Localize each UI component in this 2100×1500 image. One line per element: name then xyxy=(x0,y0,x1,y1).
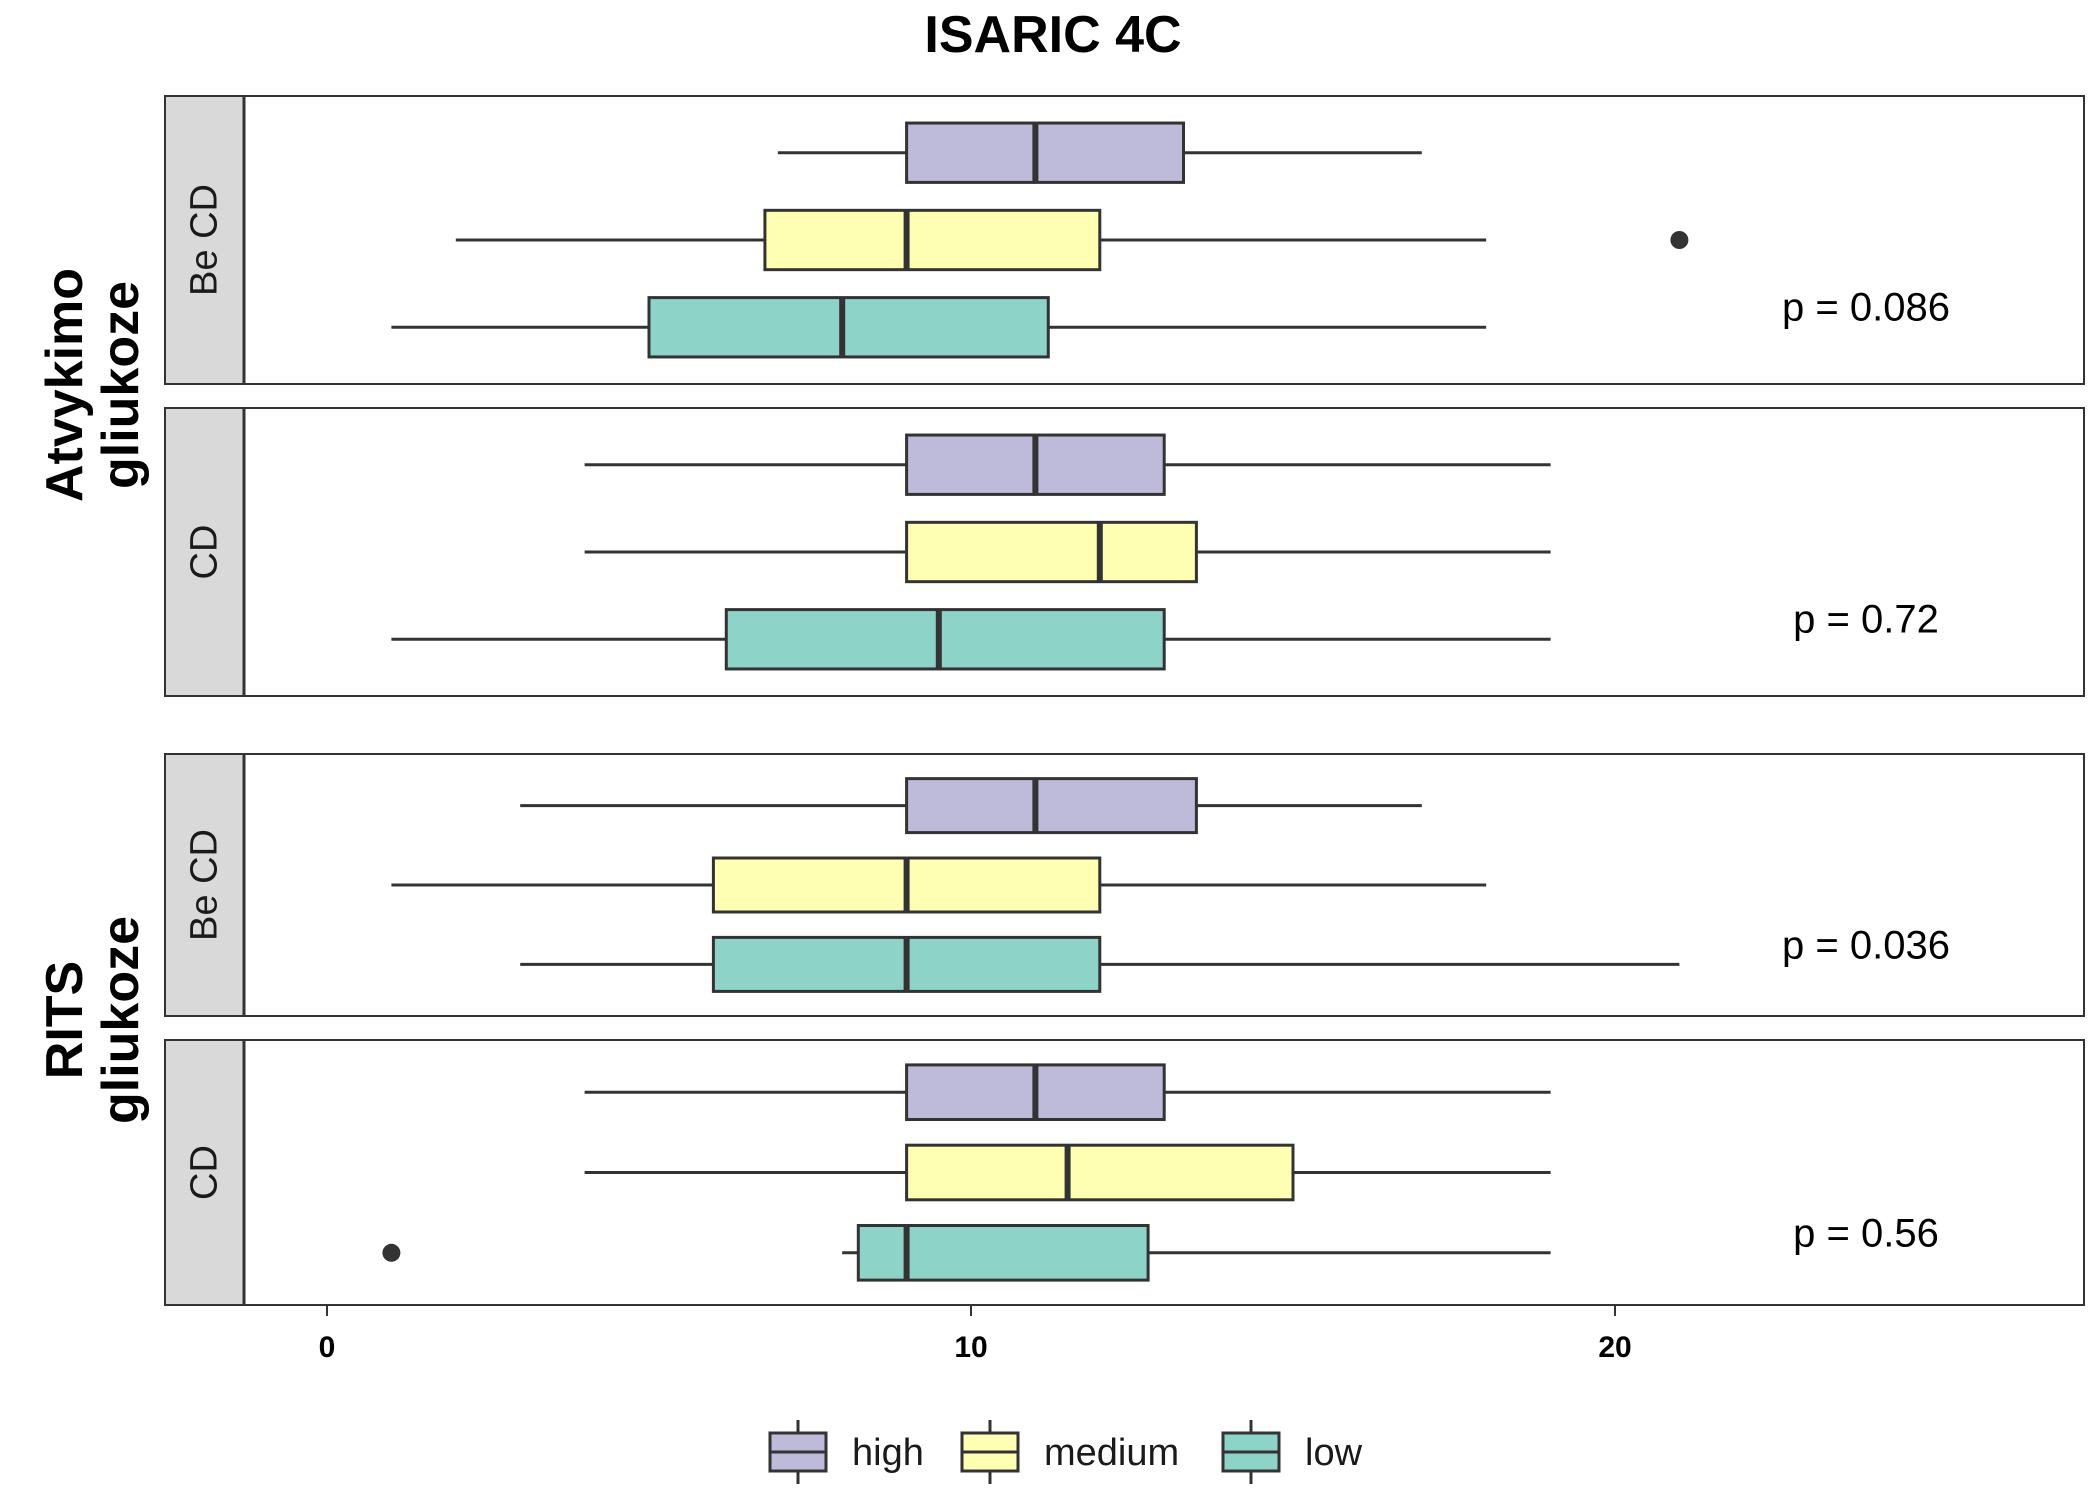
strip-background xyxy=(165,96,244,384)
x-axis: 0 10 20 xyxy=(319,1305,1632,1364)
chart-title: ISARIC 4C xyxy=(924,6,1181,64)
p-value-label: p = 0.72 xyxy=(1793,598,1939,642)
strip-label: Be CD xyxy=(184,184,226,296)
box-medium xyxy=(584,1143,1551,1202)
strip-label: CD xyxy=(184,525,226,580)
box-high xyxy=(584,433,1551,496)
box-body xyxy=(763,208,1102,272)
facet-panel: Be CD p = 0.036 xyxy=(164,753,2085,1017)
p-value-label: p = 0.036 xyxy=(1782,923,1950,967)
box-body xyxy=(724,608,1166,671)
box-low xyxy=(391,296,1487,359)
legend: high medium low xyxy=(768,1420,1363,1484)
strip-label: Be CD xyxy=(184,829,226,941)
box-high xyxy=(520,777,1422,835)
legend-item-low: low xyxy=(1221,1420,1363,1484)
box-low xyxy=(382,1224,1551,1282)
box-body xyxy=(647,296,1050,359)
group-label-line: Atvykimo xyxy=(36,268,94,502)
group-label-line: gliukoze xyxy=(92,281,150,489)
box-low xyxy=(520,935,1680,993)
facet-panel: Be CD p = 0.086 xyxy=(164,95,2085,385)
x-tick-label: 10 xyxy=(954,1331,987,1364)
strip-label: CD xyxy=(184,1145,226,1200)
box-body xyxy=(856,1224,1150,1282)
outlier-point xyxy=(382,1243,401,1262)
legend-label: low xyxy=(1305,1432,1363,1474)
group-label-line: RITS xyxy=(36,961,94,1079)
box-body xyxy=(905,121,1186,184)
panel-border xyxy=(164,753,2085,1017)
panel-border xyxy=(164,407,2085,697)
outlier-point xyxy=(1670,231,1689,249)
box-body xyxy=(905,777,1198,835)
box-low xyxy=(391,608,1551,671)
facet-panel: CD p = 0.56 xyxy=(164,1039,2085,1306)
legend-item-medium: medium xyxy=(960,1420,1179,1484)
box-high xyxy=(777,121,1422,184)
strip-background xyxy=(165,754,244,1016)
strip-background xyxy=(165,1040,244,1305)
legend-label: medium xyxy=(1044,1432,1179,1474)
p-value-label: p = 0.086 xyxy=(1782,286,1950,330)
box-medium xyxy=(584,520,1551,584)
group-label-line: gliukoze xyxy=(92,916,150,1124)
box-body xyxy=(905,520,1198,584)
box-high xyxy=(584,1063,1551,1121)
p-value-label: p = 0.56 xyxy=(1793,1212,1939,1256)
x-tick-label: 20 xyxy=(1598,1331,1631,1364)
box-body xyxy=(905,1143,1295,1202)
legend-label: high xyxy=(852,1432,924,1474)
strip-background xyxy=(165,408,244,696)
panel-border xyxy=(164,1039,2085,1306)
facet-panel: CD p = 0.72 xyxy=(164,407,2085,697)
box-medium xyxy=(455,208,1689,272)
x-tick-label: 0 xyxy=(319,1331,336,1364)
panel-border xyxy=(164,95,2085,385)
legend-item-high: high xyxy=(768,1420,924,1484)
box-medium xyxy=(391,856,1487,914)
